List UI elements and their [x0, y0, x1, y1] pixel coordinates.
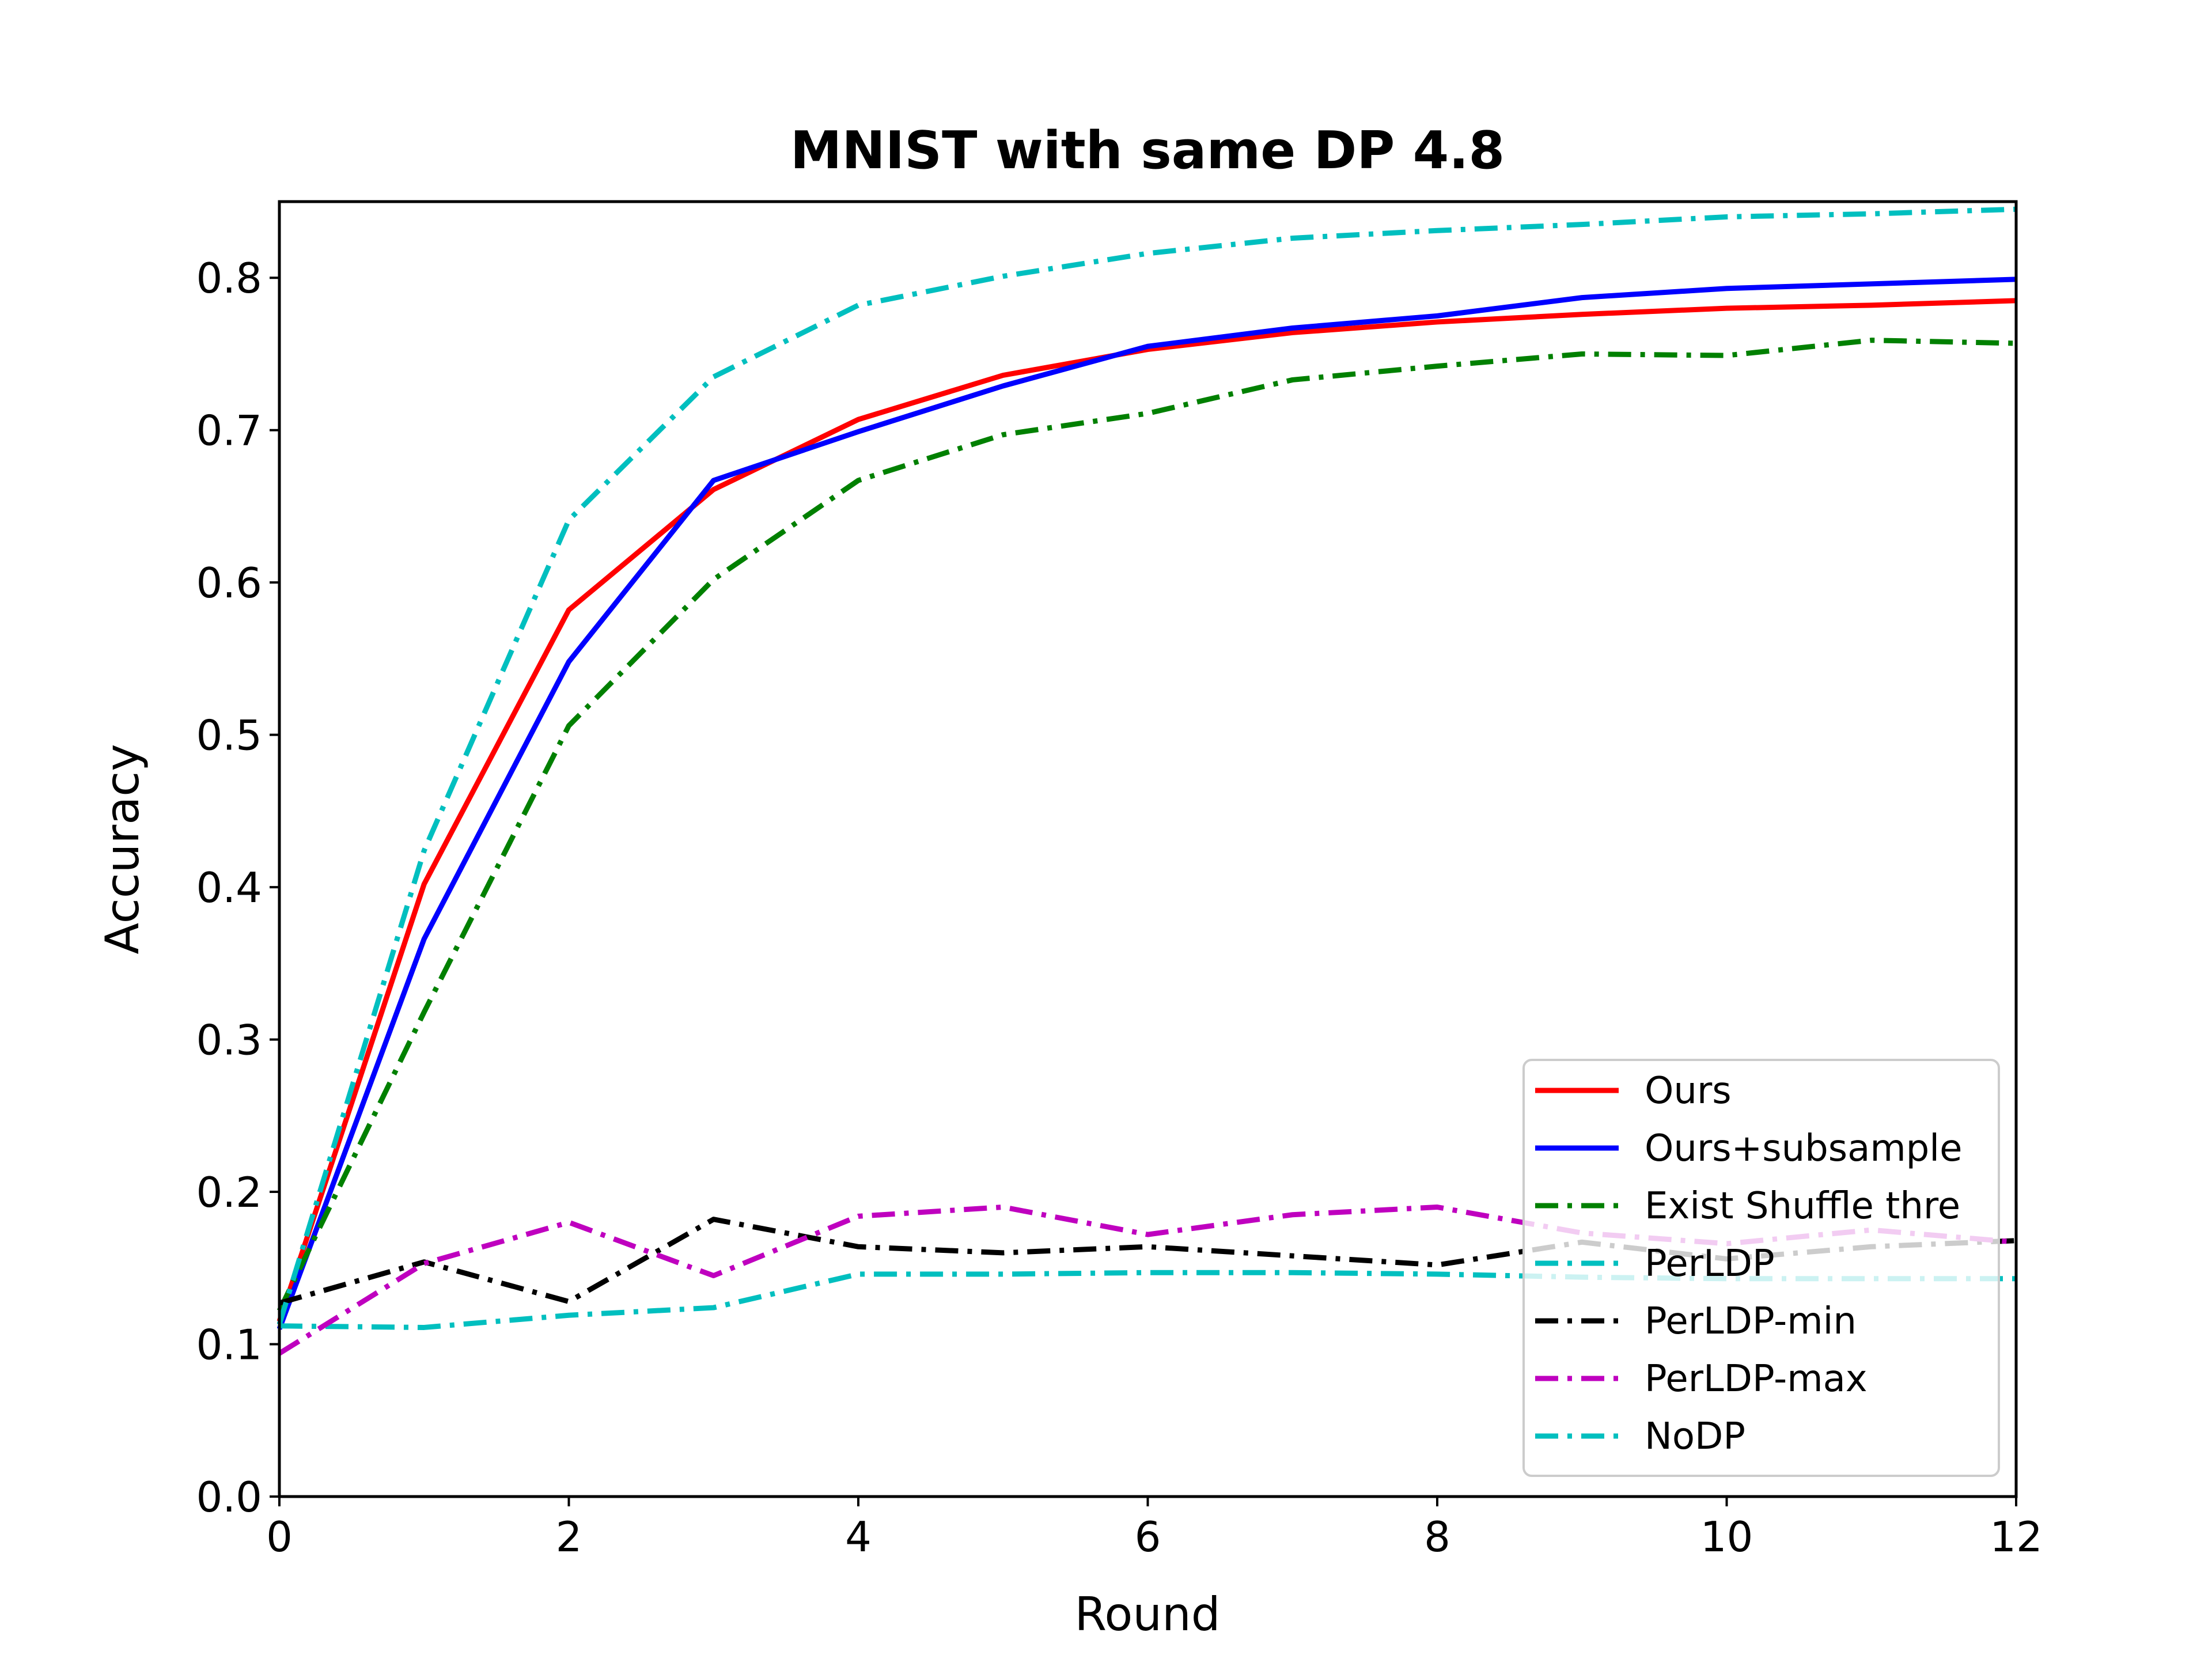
legend-label-ours: Ours [1645, 1070, 1732, 1112]
x-axis-label: Round [1074, 1588, 1220, 1641]
legend-label-nodp: NoDP [1645, 1415, 1745, 1458]
y-tick-label: 0.7 [196, 407, 262, 455]
legend-label-perldp: PerLDP [1645, 1243, 1775, 1285]
y-tick-label: 0.5 [196, 711, 262, 760]
x-tick-label: 4 [845, 1513, 872, 1561]
legend-items: Ours Ours+subsample Exist Shuffle thre PerL… [1535, 1070, 1962, 1458]
legend-label-perldp-min: PerLDP-min [1645, 1300, 1857, 1343]
y-tick-label: 0.6 [196, 559, 262, 607]
y-tick-label: 0.3 [196, 1016, 262, 1065]
x-axis: 0 2 4 6 8 10 12 [266, 1497, 2043, 1561]
y-axis: 0.0 0.1 0.2 0.3 0.4 0.5 0.6 0.7 0.8 [196, 254, 279, 1521]
legend-label-perldp-max: PerLDP-max [1645, 1358, 1868, 1400]
series-line-perldp [279, 1270, 2016, 1330]
y-axis-label: Accuracy [96, 744, 149, 954]
x-tick-label: 6 [1135, 1513, 1161, 1561]
legend: Ours Ours+subsample Exist Shuffle thre PerL… [1522, 1059, 2000, 1477]
series-line-ours [276, 298, 2017, 1323]
x-tick-label: 12 [1990, 1513, 2043, 1561]
y-tick-label: 0.1 [196, 1321, 262, 1369]
x-tick-label: 10 [1700, 1513, 1753, 1561]
y-tick-label: 0.0 [196, 1473, 262, 1521]
series-line-ours-subsample [276, 276, 2017, 1330]
x-tick-label: 2 [556, 1513, 582, 1561]
legend-label-exist-shuffle-thre: Exist Shuffle thre [1645, 1185, 1960, 1228]
y-tick-label: 0.2 [196, 1168, 262, 1217]
x-tick-label: 0 [266, 1513, 293, 1561]
chart-title: MNIST with same DP 4.8 [790, 120, 1505, 181]
legend-label-ours-subsample: Ours+subsample [1645, 1127, 1962, 1170]
series-line-nodp [276, 206, 2017, 1325]
y-tick-label: 0.8 [196, 254, 262, 302]
x-tick-label: 8 [1424, 1513, 1450, 1561]
y-tick-label: 0.4 [196, 863, 262, 912]
legend-box [1522, 1059, 2000, 1477]
series-line-exist-shuffle-thre [276, 338, 2017, 1312]
